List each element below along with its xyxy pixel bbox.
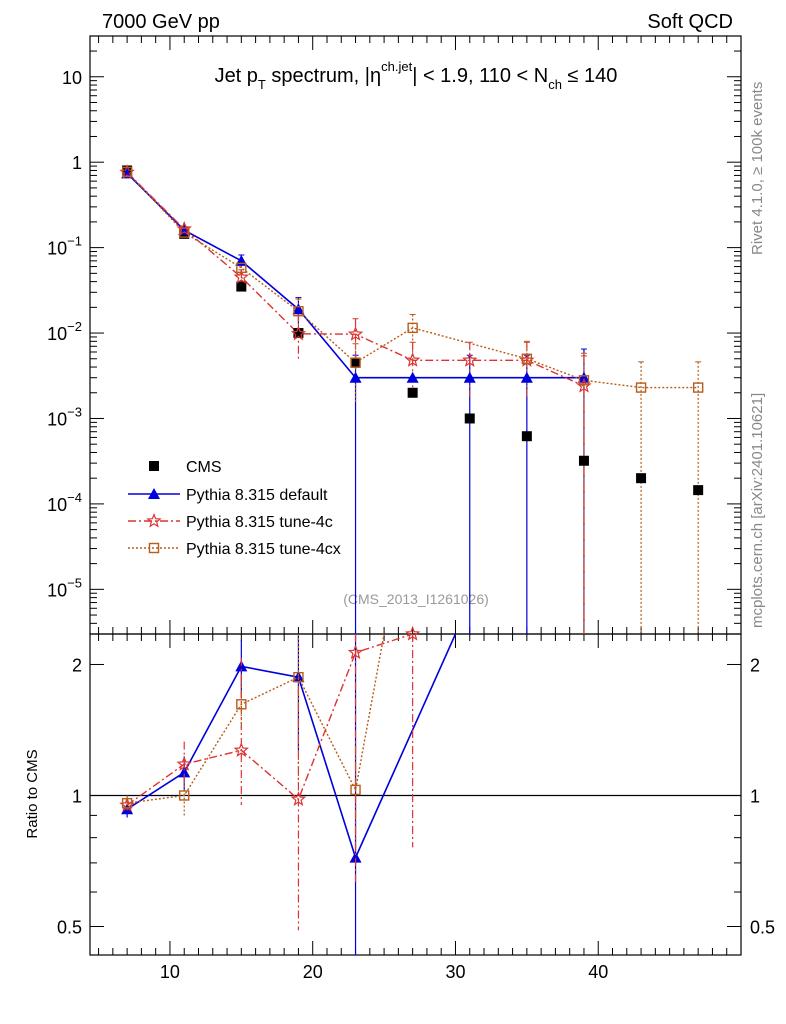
ratio-point [293,671,304,683]
rivet-version-label: Rivet 4.1.0, ≥ 100k events [749,82,766,255]
data-point-cms [236,281,247,292]
data-point [462,352,478,367]
ratio-point [290,791,307,806]
data-point [236,262,247,274]
ratio-tick-label: 1 [72,786,82,806]
data-point-cms [464,413,475,424]
ratio-point [347,644,364,660]
mcplots-reference-label: mcplots.cern.ch [arXiv:2401.10621] [749,393,766,628]
ratio-tick-label: 0.5 [57,917,82,937]
data-point-cms [407,387,418,398]
ratio-point [349,851,362,863]
data-point [293,306,304,317]
data-point [290,325,307,341]
ratio-point [236,699,247,710]
data-point [463,371,476,383]
legend: CMS Pythia 8.315 default Pythia 8.315 tu… [186,459,341,558]
x-tick-label: 40 [588,962,608,982]
data-point [121,166,133,178]
ratio-point [178,766,191,778]
data-point [521,353,533,364]
data-point [635,382,647,393]
plot-title: Jet pT spectrum, |ηch.jet| < 1.9, 110 < … [215,59,618,92]
ratio-point [179,790,190,801]
ratio-point [233,742,250,757]
x-tick-label: 10 [160,962,180,982]
header-process-label: Soft QCD [647,11,733,33]
ratio-tick-label-right: 2 [750,655,760,675]
ratio-plot-frame [89,633,742,956]
ratio-point [350,784,361,796]
legend-label-tune-4cx: Pythia 8.315 tune-4cx [186,541,341,558]
data-point [347,326,364,341]
data-point [407,322,418,334]
ratio-tick-label: 2 [72,655,82,675]
data-point-cms [350,357,361,368]
ratio-tick-label-right: 1 [750,786,760,806]
ratio-tick-label-right: 0.5 [750,917,775,937]
data-point [520,371,533,383]
legend-label-cms: CMS [186,459,222,476]
data-point [176,220,192,236]
series-line-2 [126,171,585,387]
ratio-line-1 [126,633,413,806]
series-line-3 [126,171,699,389]
y-tick-label: 10−4 [47,490,82,515]
x-tick-label: 20 [303,962,323,982]
legend-marker [148,488,160,499]
legend-marker [149,461,159,471]
data-point [406,371,419,383]
data-point [233,269,250,284]
legend-marker [148,542,160,554]
y-tick-label: 10−1 [47,234,82,259]
ratio-line-2 [127,633,385,804]
analysis-id-watermark: (CMS_2013_I1261026) [343,591,489,607]
data-point-cms [521,431,532,442]
ratio-point [121,798,133,809]
data-point-cms [293,328,304,339]
ratio-line-0 [126,633,457,860]
y-tick-label: 1 [72,153,82,173]
data-point [692,382,704,393]
legend-label-tune-4c: Pythia 8.315 tune-4c [186,514,333,531]
data-point [404,352,421,367]
data-point [577,371,590,383]
data-point [179,227,190,238]
data-point [578,375,590,386]
data-point [292,303,305,315]
x-tick-label: 30 [445,962,465,982]
y-tick-label: 10−2 [47,319,82,344]
ratio-point [404,625,421,641]
axes-group: 10 20 30 40 10 1 10−1 10−2 10−3 10−4 10−5 2 2 1 1 0.5 0.… [47,35,775,982]
marks-group [119,164,704,955]
legend-label-default: Pythia 8.315 default [186,487,328,504]
header-energy-label: 7000 GeV pp [102,11,220,33]
y-tick-label: 10−5 [47,575,82,600]
legend-marker [146,512,162,528]
data-point-cms [578,455,589,466]
ratio-point [176,756,192,771]
ratio-axis-label: Ratio to CMS [24,749,41,838]
y-tick-label: 10 [62,68,82,88]
y-tick-label: 10−3 [47,404,82,429]
data-point [350,357,361,368]
data-point-cms [636,473,647,484]
data-point-cms [693,485,704,496]
data-point [349,371,362,383]
